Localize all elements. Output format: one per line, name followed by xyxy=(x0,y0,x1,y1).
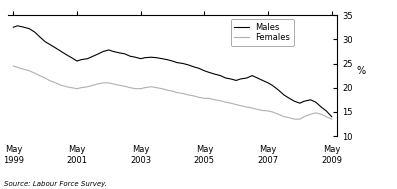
Males xyxy=(186,64,191,66)
Males xyxy=(128,55,133,57)
Males xyxy=(330,116,334,118)
Line: Males: Males xyxy=(13,26,332,117)
Males xyxy=(11,26,16,28)
Legend: Males, Females: Males, Females xyxy=(231,19,294,46)
Females xyxy=(287,117,292,119)
Females xyxy=(292,118,297,120)
Males xyxy=(15,25,20,27)
Females xyxy=(75,88,79,90)
Y-axis label: %: % xyxy=(357,66,366,76)
Females xyxy=(181,92,185,95)
Males xyxy=(292,100,297,102)
Females xyxy=(11,65,16,67)
Line: Females: Females xyxy=(13,66,332,119)
Females xyxy=(202,97,207,99)
Text: Source: Labour Force Survey.: Source: Labour Force Survey. xyxy=(4,181,107,187)
Males xyxy=(91,55,95,57)
Females xyxy=(85,86,90,88)
Females xyxy=(122,85,127,87)
Females xyxy=(330,118,334,120)
Males xyxy=(79,59,83,61)
Males xyxy=(206,71,211,73)
